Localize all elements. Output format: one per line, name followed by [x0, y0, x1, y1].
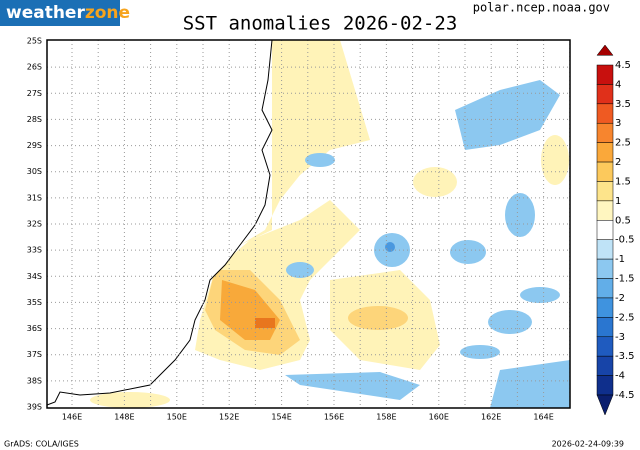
lat-label: 27S — [27, 89, 42, 98]
warm-anomaly — [413, 167, 457, 197]
colorbar-label: 4.5 — [615, 60, 631, 71]
lon-label: 152E — [219, 413, 239, 422]
colorbar-segment — [596, 239, 614, 260]
colorbar-label: -1.5 — [615, 274, 635, 285]
cool-anomaly — [455, 80, 560, 150]
lat-label: 39S — [27, 403, 42, 412]
colorbar-label: -2.5 — [615, 312, 635, 323]
colorbar-segment — [596, 258, 614, 279]
warm-anomaly — [240, 40, 370, 245]
colorbar-label: 1 — [615, 196, 621, 207]
colorbar-segment — [596, 64, 614, 85]
lat-label: 28S — [27, 115, 42, 124]
colorbar: 4.5 4 3.5 3 2.5 2 1.5 1 0.5 -0.5 -1 -1.5 -2 -2.5 -3 -3.… — [596, 44, 635, 416]
colorbar-label: -1 — [615, 254, 625, 265]
colorbar-segment — [596, 103, 614, 124]
lon-label: 148E — [114, 413, 134, 422]
lon-label: 158E — [376, 413, 396, 422]
lat-label: 30S — [27, 167, 42, 176]
colorbar-label: -2 — [615, 293, 625, 304]
colorbar-label: -4 — [615, 371, 625, 382]
cool-anomaly — [286, 262, 314, 278]
colorbar-label: 3 — [615, 118, 621, 129]
colorbar-label: 4 — [615, 79, 621, 90]
cool-anomaly — [488, 310, 532, 334]
colorbar-cap — [596, 44, 614, 56]
colorbar-segment — [596, 200, 614, 221]
colorbar-label: -4.5 — [615, 390, 635, 401]
lon-label: 150E — [167, 413, 187, 422]
cool-anomaly — [450, 240, 486, 264]
colorbar-segment — [596, 122, 614, 143]
cool-anomaly — [305, 153, 335, 167]
coastline — [46, 39, 273, 406]
lat-label: 35S — [27, 298, 42, 307]
cool-anomaly — [490, 360, 570, 408]
cool-anomaly — [520, 287, 560, 303]
logo-weather: weather — [6, 3, 85, 23]
lat-label: 38S — [27, 376, 42, 385]
colorbar-label: 1.5 — [615, 176, 631, 187]
source: polar.ncep.noaa.gov — [473, 1, 610, 15]
colorbar-segment — [596, 220, 614, 240]
warm-anomaly — [348, 306, 408, 330]
lat-label: 37S — [27, 350, 42, 359]
warm-anomaly — [90, 392, 170, 408]
lon-label: 146E — [62, 413, 82, 422]
colorbar-label: 3.5 — [615, 99, 631, 110]
lat-label: 29S — [27, 141, 42, 150]
cool-anomaly — [460, 345, 500, 359]
logo: weatherzone — [6, 3, 130, 23]
colorbar-segment — [596, 297, 614, 318]
timestamp: 2026-02-24-09:39 — [552, 440, 624, 449]
map — [46, 39, 571, 409]
lat-label: 34S — [27, 272, 42, 281]
colorbar-label: 2.5 — [615, 138, 631, 149]
map-title: SST anomalies 2026-02-23 — [183, 13, 458, 35]
lon-label: 164E — [533, 413, 553, 422]
colorbar-label: 2 — [615, 157, 621, 168]
logo-zone: zone — [85, 3, 130, 23]
logo-background — [0, 0, 120, 26]
colorbar-segment — [596, 181, 614, 202]
map-frame — [46, 39, 571, 409]
warm-anomaly — [541, 135, 569, 185]
lat-label: 33S — [27, 246, 42, 255]
lat-label: 25S — [27, 37, 42, 46]
lat-label: 26S — [27, 63, 42, 72]
colorbar-segment — [596, 161, 614, 182]
colorbar-segment — [596, 355, 614, 376]
lon-label: 156E — [324, 413, 344, 422]
colorbar-segment — [596, 84, 614, 105]
colorbar-segment — [596, 278, 614, 299]
colorbar-segment — [596, 375, 614, 396]
colorbar-segment — [596, 336, 614, 357]
lon-label: 160E — [429, 413, 449, 422]
colorbar-cap — [596, 394, 614, 416]
colorbar-label: -0.5 — [615, 235, 635, 246]
lat-label: 36S — [27, 324, 42, 333]
colorbar-label: -3.5 — [615, 351, 635, 362]
colorbar-segment — [596, 317, 614, 338]
cool-anomaly — [505, 193, 535, 237]
colorbar-label: -3 — [615, 332, 625, 343]
warm-anomaly — [255, 318, 275, 328]
colorbar-segment — [596, 142, 614, 163]
cool-anomaly — [385, 242, 395, 252]
credit: GrADS: COLA/IGES — [4, 440, 79, 449]
lat-label: 32S — [27, 220, 42, 229]
lon-label: 154E — [271, 413, 291, 422]
lat-label: 31S — [27, 193, 42, 202]
colorbar-label: 0.5 — [615, 215, 631, 226]
lon-label: 162E — [481, 413, 501, 422]
